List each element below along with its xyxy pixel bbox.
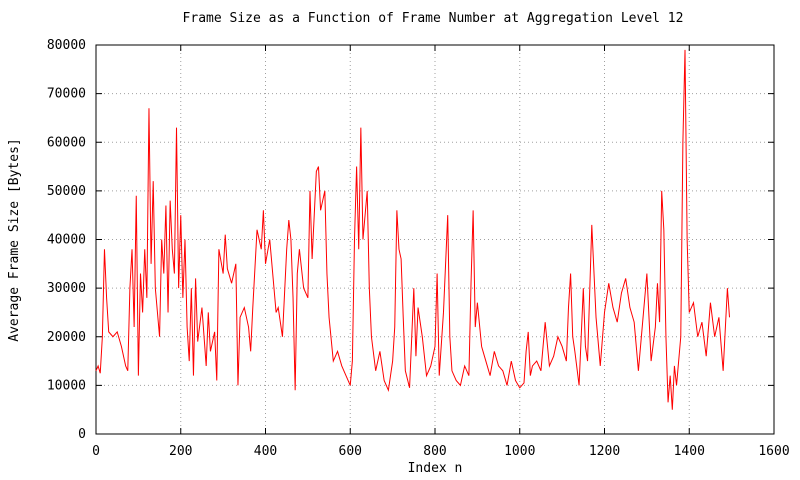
x-tick-label: 600	[339, 444, 362, 459]
y-tick-label: 10000	[47, 378, 86, 393]
x-tick-label: 0	[92, 444, 100, 459]
y-tick-label: 50000	[47, 184, 86, 199]
y-tick-label: 30000	[47, 281, 86, 296]
x-tick-label: 1400	[674, 444, 705, 459]
y-tick-label: 20000	[47, 330, 86, 345]
x-tick-label: 400	[254, 444, 277, 459]
x-tick-label: 1600	[758, 444, 789, 459]
y-tick-label: 80000	[47, 38, 86, 53]
x-tick-label: 1200	[589, 444, 620, 459]
x-tick-label: 1000	[504, 444, 535, 459]
x-tick-label: 200	[169, 444, 192, 459]
y-tick-label: 70000	[47, 87, 86, 102]
x-tick-label: 800	[423, 444, 446, 459]
y-tick-label: 60000	[47, 135, 86, 150]
y-tick-label: 40000	[47, 233, 86, 248]
plot-frame	[95, 44, 775, 435]
y-axis-label: Average Frame Size [Bytes]	[7, 138, 22, 342]
y-tick-label: 0	[78, 427, 86, 442]
chart-title: Frame Size as a Function of Frame Number…	[183, 11, 684, 26]
x-axis-label: Index n	[408, 461, 463, 476]
data-line	[95, 49, 731, 410]
